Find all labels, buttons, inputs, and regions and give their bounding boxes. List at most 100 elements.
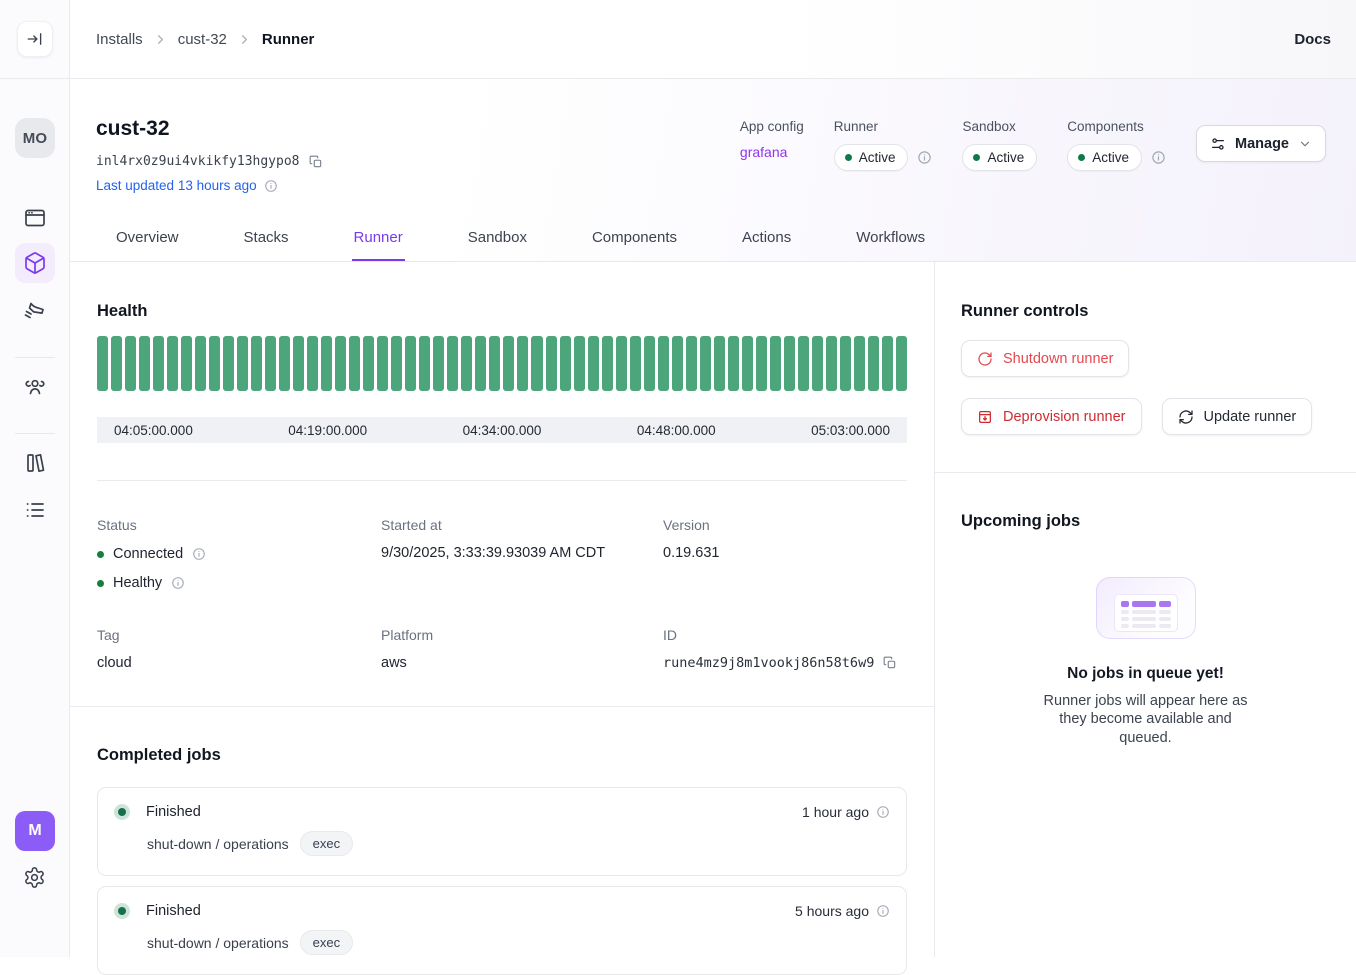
stat-label: Components (1067, 119, 1144, 134)
detail-label: Started at (381, 517, 442, 533)
health-bar (167, 336, 179, 391)
breadcrumb-installs[interactable]: Installs (96, 30, 143, 48)
stat-components: Components Active (1067, 119, 1166, 171)
health-bar (699, 336, 711, 391)
tab-components[interactable]: Components (591, 229, 678, 246)
job-path: shut-down / operations (147, 934, 289, 951)
title-block: cust-32 inl4rx0z9ui4vkikfy13hgypo8 Last … (96, 117, 323, 193)
runner-side-column: Runner controls Shutdown runner (935, 262, 1356, 957)
health-bar (741, 336, 753, 391)
health-bars (97, 336, 907, 391)
tab-workflows[interactable]: Workflows (856, 229, 926, 246)
section-divider (70, 706, 934, 707)
info-icon[interactable] (917, 150, 932, 165)
job-row[interactable]: Finished 5 hours ago shut-down / operati… (97, 886, 907, 975)
job-row[interactable]: Finished 1 hour ago shut-down / operatio… (97, 787, 907, 876)
chevron-right-icon (237, 32, 252, 47)
stat-runner: Runner Active (833, 119, 933, 171)
time-tick: 04:34:00.000 (462, 422, 542, 438)
manage-button[interactable]: Manage (1196, 125, 1326, 162)
health-bar (559, 336, 571, 391)
health-bar (769, 336, 781, 391)
detail-version: Version 0.19.631 (663, 517, 907, 591)
info-icon[interactable] (1151, 150, 1166, 165)
health-bar (279, 336, 291, 391)
info-icon[interactable] (876, 805, 890, 819)
sidebar-collapse-button[interactable] (16, 21, 53, 57)
health-bar (895, 336, 907, 391)
sidebar-top (0, 0, 69, 79)
runner-controls-section: Runner controls Shutdown runner (935, 262, 1356, 473)
health-bar (573, 336, 585, 391)
status-dot (97, 579, 104, 587)
app-window-icon[interactable] (23, 206, 47, 230)
chevron-down-icon (1298, 137, 1312, 151)
completed-jobs-title: Completed jobs (97, 746, 221, 764)
page-title: cust-32 (96, 117, 170, 140)
runner-shoe-icon[interactable] (23, 298, 47, 322)
health-title: Health (97, 302, 148, 320)
sidebar-divider (15, 433, 55, 434)
library-icon[interactable] (23, 451, 47, 475)
detail-label: Tag (97, 627, 120, 643)
tab-actions[interactable]: Actions (742, 229, 792, 246)
detail-status: Status Connected Healthy (97, 517, 381, 591)
detail-value: cloud (97, 655, 132, 671)
runner-id: rune4mz9j8m1vookj86n58t6w9 (663, 655, 875, 671)
health-bar (419, 336, 431, 391)
refresh-icon (1178, 409, 1194, 425)
health-bar (615, 336, 627, 391)
health-bar (307, 336, 319, 391)
health-bar (321, 336, 333, 391)
health-bar (349, 336, 361, 391)
sliders-icon (1210, 136, 1226, 152)
job-status: Finished (146, 903, 201, 919)
health-bar (531, 336, 543, 391)
team-icon[interactable] (23, 375, 47, 399)
archive-down-icon (977, 409, 993, 425)
docs-link[interactable]: Docs (1294, 30, 1331, 48)
job-status-dot (114, 804, 130, 820)
update-runner-button[interactable]: Update runner (1161, 398, 1313, 435)
info-icon[interactable] (171, 576, 185, 590)
copy-icon[interactable] (309, 155, 323, 169)
org-avatar[interactable]: MO (15, 118, 55, 158)
detail-label: ID (663, 627, 677, 643)
deprovision-runner-button[interactable]: Deprovision runner (961, 398, 1142, 435)
settings-gear-icon[interactable] (23, 866, 47, 890)
tab-sandbox[interactable]: Sandbox (467, 229, 527, 246)
health-bar (797, 336, 809, 391)
tab-bar: Overview Stacks Runner Sandbox Component… (114, 229, 927, 261)
tab-stacks[interactable]: Stacks (243, 229, 289, 246)
status-dot (97, 550, 104, 558)
shutdown-runner-button[interactable]: Shutdown runner (961, 340, 1130, 377)
user-avatar[interactable]: M (15, 811, 55, 851)
app-config-link[interactable]: grafana (739, 144, 788, 160)
empty-state-message: Runner jobs will appear here as they bec… (1043, 693, 1248, 746)
job-status: Finished (146, 804, 201, 820)
info-icon[interactable] (264, 179, 278, 193)
chevron-right-icon (153, 32, 168, 47)
last-updated-link[interactable]: Last updated 13 hours ago (96, 178, 257, 193)
tab-runner[interactable]: Runner (351, 229, 405, 261)
breadcrumb-install-name[interactable]: cust-32 (177, 30, 227, 48)
health-bar (503, 336, 515, 391)
list-icon[interactable] (23, 498, 47, 522)
health-bar (363, 336, 375, 391)
health-bar (867, 336, 879, 391)
health-bar (433, 336, 445, 391)
detail-value: 0.19.631 (663, 545, 720, 561)
copy-icon[interactable] (883, 656, 897, 670)
health-bar (881, 336, 893, 391)
health-bar (139, 336, 151, 391)
health-bar (601, 336, 613, 391)
health-bar (685, 336, 697, 391)
health-bar (391, 336, 403, 391)
tab-overview[interactable]: Overview (116, 229, 179, 246)
upcoming-jobs-section: Upcoming jobs No jobs in queue yet! Runn… (935, 473, 1356, 747)
status-dot (973, 154, 981, 161)
info-icon[interactable] (192, 547, 206, 561)
info-icon[interactable] (876, 904, 890, 918)
sidebar-item-installs-active[interactable] (15, 243, 55, 283)
status-healthy: Healthy (113, 575, 163, 591)
